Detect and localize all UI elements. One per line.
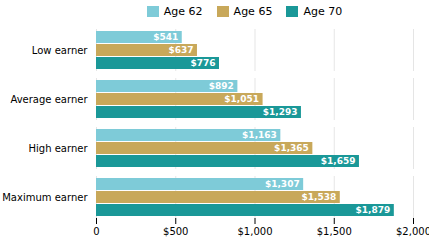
html-text:Age 70: Age 70 — [303, 4, 343, 18]
svg-text:0: 0 — [93, 226, 99, 237]
html-text:Age 65: Age 65 — [233, 4, 273, 18]
svg-text:$1,365: $1,365 — [274, 143, 309, 153]
html-text:Age 62: Age 62 — [163, 4, 203, 18]
svg-text:$1,500: $1,500 — [317, 226, 352, 237]
svg-text:$1,538: $1,538 — [302, 192, 337, 202]
svg-text:Maximum earner: Maximum earner — [2, 192, 88, 203]
svg-text:$1,293: $1,293 — [263, 107, 298, 117]
svg-text:$1,879: $1,879 — [356, 205, 391, 215]
svg-text:$2,000: $2,000 — [396, 226, 429, 237]
svg-text:$776: $776 — [190, 58, 215, 68]
svg-text:$1,163: $1,163 — [242, 130, 277, 140]
svg-text:$1,659: $1,659 — [321, 156, 356, 166]
svg-text:$1,051: $1,051 — [224, 94, 259, 104]
svg-text:$637: $637 — [168, 45, 193, 55]
svg-text:$500: $500 — [163, 226, 188, 237]
svg-text:High earner: High earner — [29, 143, 89, 154]
svg-text:$1,307: $1,307 — [265, 179, 300, 189]
svg-text:$1,000: $1,000 — [238, 226, 273, 237]
svg-text:$892: $892 — [209, 81, 234, 91]
svg-text:Low earner: Low earner — [32, 45, 89, 56]
svg-text:$541: $541 — [153, 32, 178, 42]
svg-text:Average earner: Average earner — [10, 94, 88, 105]
